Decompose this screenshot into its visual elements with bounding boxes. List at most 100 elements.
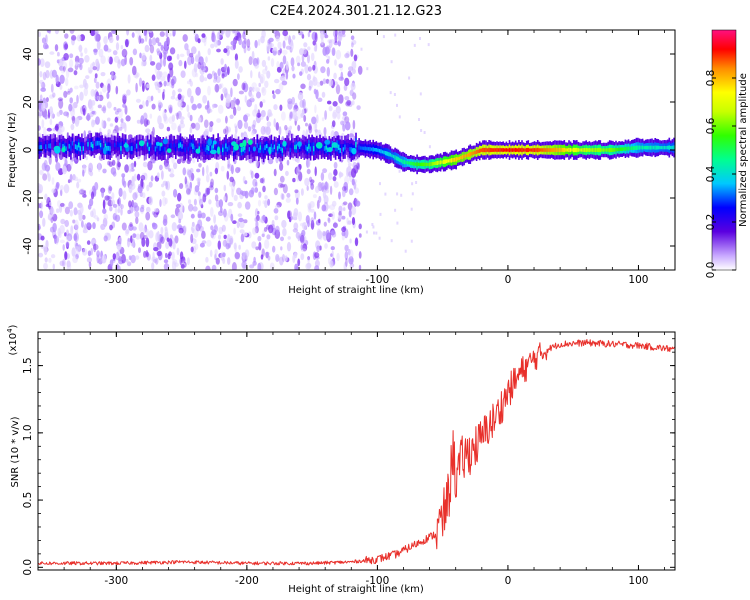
noise-speckle xyxy=(102,168,107,174)
ridge-core xyxy=(469,152,472,157)
noise-speckle xyxy=(234,251,240,259)
noise-speckle xyxy=(56,111,61,117)
noise-speckle xyxy=(120,118,124,123)
ridge-core xyxy=(295,144,298,150)
ridge-core xyxy=(322,144,324,150)
ridge-core xyxy=(350,147,353,153)
noise-speckle xyxy=(231,30,235,34)
noise-speckle xyxy=(65,69,70,79)
noise-speckle xyxy=(321,204,327,212)
noise-speckle xyxy=(223,234,227,240)
chart-title: C2E4.2024.301.21.12.G23 xyxy=(270,4,442,19)
noise-speckle xyxy=(300,244,303,251)
colorbar: 0.00.20.40.60.8 Normalized spectral ampl… xyxy=(705,29,749,278)
noise-speckle xyxy=(272,90,275,95)
noise-speckle xyxy=(254,187,259,193)
ridge-core xyxy=(557,147,559,152)
noise-speckle xyxy=(285,61,289,71)
ridge-core xyxy=(483,147,486,153)
noise-speckle xyxy=(96,217,100,222)
noise-speckle xyxy=(141,80,145,86)
noise-speckle xyxy=(250,94,254,99)
noise-speckle xyxy=(39,71,43,78)
ridge-core xyxy=(416,162,418,167)
noise-speckle xyxy=(286,241,292,252)
ridge-core xyxy=(303,145,306,151)
noise-speckle xyxy=(213,39,219,48)
noise-speckle xyxy=(360,47,363,51)
noise-speckle xyxy=(72,102,75,113)
ridge-core xyxy=(502,148,505,152)
snr-x-ticks: -300 -200 -100 0 100 xyxy=(37,332,665,587)
ridge-core xyxy=(129,146,132,151)
noise-speckle xyxy=(193,228,199,238)
ridge-core xyxy=(153,145,155,151)
noise-speckle xyxy=(341,215,346,220)
noise-speckle xyxy=(173,162,178,170)
noise-speckle xyxy=(95,81,100,89)
noise-speckle xyxy=(162,48,168,55)
snr-panel: -300 -200 -100 0 100 0.00.51.01.5 Height of … xyxy=(6,324,676,595)
noise-speckle xyxy=(59,84,63,90)
noise-speckle xyxy=(314,265,320,270)
noise-speckle xyxy=(323,221,327,227)
ridge-core xyxy=(366,147,368,151)
noise-speckle xyxy=(135,82,138,93)
noise-speckle xyxy=(177,192,182,202)
noise-speckle xyxy=(200,67,206,71)
ridge-core xyxy=(309,146,312,152)
noise-speckle xyxy=(44,257,48,263)
noise-speckle xyxy=(186,188,191,196)
noise-speckle xyxy=(138,222,144,232)
noise-speckle xyxy=(199,200,203,205)
noise-speckle xyxy=(214,187,219,194)
noise-speckle xyxy=(305,263,311,270)
noise-speckle xyxy=(326,66,330,77)
ridge-core xyxy=(403,160,406,165)
ridge-core xyxy=(45,144,47,150)
noise-speckle xyxy=(314,122,318,130)
noise-speckle xyxy=(234,252,241,260)
noise-speckle xyxy=(333,161,338,169)
noise-speckle xyxy=(90,89,96,97)
noise-speckle xyxy=(154,208,159,213)
ridge-blob xyxy=(195,148,201,154)
noise-speckle xyxy=(108,161,113,167)
ridge-core xyxy=(435,161,437,166)
noise-speckle xyxy=(287,210,291,220)
noise-speckle xyxy=(351,60,357,70)
ridge-core xyxy=(413,162,415,166)
noise-speckle xyxy=(232,220,237,225)
noise-speckle xyxy=(94,30,99,35)
noise-speckle xyxy=(198,163,202,168)
noise-speckle xyxy=(39,210,44,219)
ridge-core xyxy=(604,148,606,152)
noise-speckle xyxy=(223,184,227,192)
ridge-core xyxy=(475,149,478,154)
noise-speckle xyxy=(256,112,262,118)
noise-speckle xyxy=(163,113,167,122)
noise-speckle xyxy=(252,178,258,187)
noise-speckle xyxy=(199,242,205,248)
ridge-core xyxy=(182,146,185,152)
noise-speckle xyxy=(330,253,333,257)
noise-speckle xyxy=(42,71,47,81)
x-tick-label: 100 xyxy=(628,274,648,286)
ridge-core xyxy=(561,148,564,152)
noise-speckle xyxy=(238,90,244,95)
y-tick-label: 0.0 xyxy=(22,559,34,576)
noise-speckle xyxy=(319,245,322,251)
noise-speckle xyxy=(82,194,87,198)
noise-speckle xyxy=(202,166,205,177)
noise-speckle xyxy=(69,59,74,68)
noise-speckle xyxy=(281,80,288,86)
noise-speckle xyxy=(227,257,231,265)
noise-speckle xyxy=(317,129,321,134)
noise-speckle xyxy=(372,225,375,229)
colorbar-gradient xyxy=(711,29,737,271)
noise-speckle xyxy=(341,231,346,237)
noise-speckle xyxy=(44,113,48,120)
ridge-core xyxy=(648,145,650,150)
ridge-core xyxy=(510,148,512,152)
noise-speckle xyxy=(54,234,57,245)
